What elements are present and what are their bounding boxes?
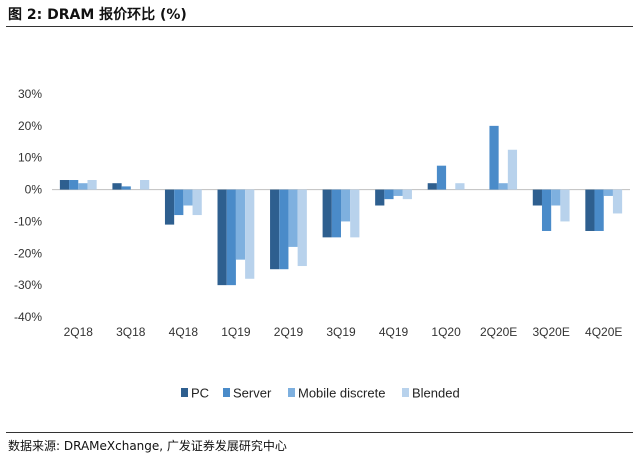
bar <box>164 189 175 225</box>
x-tick-label: 3Q18 <box>116 325 146 339</box>
series-mobile-discrete <box>78 183 613 260</box>
bar <box>192 189 202 216</box>
bar <box>594 189 604 231</box>
bar <box>498 183 508 190</box>
bar <box>226 189 236 286</box>
bar <box>270 189 280 270</box>
source-divider <box>6 432 633 433</box>
x-axis: 2Q18 3Q18 4Q18 1Q19 2Q19 3Q19 4Q19 1Q20 2Q20E 3Q2… <box>52 189 630 339</box>
x-tick-label: 1Q19 <box>221 325 251 339</box>
bar <box>532 189 542 206</box>
legend-swatch <box>288 388 295 397</box>
bar <box>612 189 623 214</box>
bar <box>331 189 341 238</box>
legend-swatch <box>402 388 409 397</box>
bar <box>183 189 193 206</box>
bar <box>245 189 255 279</box>
bar <box>121 186 131 190</box>
bar <box>384 189 394 200</box>
bar <box>427 183 437 190</box>
bar <box>585 189 595 231</box>
legend-label: PC <box>191 386 209 401</box>
bar <box>341 189 351 222</box>
series-server <box>69 125 604 286</box>
dram-price-qoq-chart: -40% -30% -20% -10% 0% 10% 20% 30% 2Q18 3Q18 4Q18… <box>14 87 630 401</box>
y-tick-label: 10% <box>18 151 42 165</box>
x-tick-label: 1Q20 <box>431 325 461 339</box>
x-tick-label: 2Q18 <box>64 325 94 339</box>
legend: PC Server Mobile discrete Blended <box>181 386 460 401</box>
bar <box>489 125 499 190</box>
bar <box>279 189 289 270</box>
legend-label: Blended <box>412 386 460 401</box>
bar <box>603 189 613 196</box>
y-tick-label: -10% <box>14 214 42 228</box>
bar <box>402 189 412 200</box>
title-divider <box>6 26 633 27</box>
legend-item-server: Server <box>223 386 272 401</box>
source-note: 数据来源: DRAMeXchange, 广发证券发展研究中心 <box>8 439 287 453</box>
bar-series <box>59 125 623 286</box>
x-tick-label: 4Q18 <box>169 325 199 339</box>
bar <box>350 189 360 238</box>
legend-swatch <box>181 388 188 397</box>
legend-item-pc: PC <box>181 386 209 401</box>
x-tick-label: 4Q19 <box>379 325 409 339</box>
x-tick-label: 2Q19 <box>274 325 304 339</box>
y-tick-label: 20% <box>18 119 42 133</box>
bar <box>551 189 561 206</box>
bar <box>297 189 307 267</box>
bar <box>59 180 70 190</box>
bar <box>560 189 570 222</box>
bar <box>436 165 447 190</box>
legend-item-mobile-discrete: Mobile discrete <box>288 386 385 401</box>
bar <box>455 183 465 190</box>
y-tick-label: -30% <box>14 278 42 292</box>
bar <box>87 180 97 190</box>
y-tick-label: -40% <box>14 310 42 324</box>
x-tick-label: 4Q20E <box>585 325 622 339</box>
bar <box>235 189 246 260</box>
bar <box>217 189 227 286</box>
bar <box>393 189 403 196</box>
legend-label: Mobile discrete <box>298 386 385 401</box>
legend-swatch <box>223 388 230 397</box>
bar <box>78 183 88 190</box>
bar <box>69 180 79 190</box>
figure-title: 图 2: DRAM 报价环比 (%) <box>8 7 187 23</box>
x-tick-label: 2Q20E <box>480 325 517 339</box>
bar <box>507 149 518 190</box>
bar <box>541 189 552 231</box>
y-tick-label: 0% <box>25 183 43 197</box>
legend-item-blended: Blended <box>402 386 460 401</box>
series-blended <box>87 149 623 279</box>
bar <box>322 189 332 238</box>
x-tick-label: 3Q20E <box>533 325 570 339</box>
y-tick-label: -20% <box>14 246 42 260</box>
bar <box>288 189 298 247</box>
bar <box>112 183 122 190</box>
bar <box>375 189 385 206</box>
y-tick-label: 30% <box>18 87 42 101</box>
legend-label: Server <box>233 386 272 401</box>
bar <box>140 180 150 190</box>
bar <box>174 189 184 216</box>
y-axis: -40% -30% -20% -10% 0% 10% 20% 30% <box>14 87 42 324</box>
x-tick-label: 3Q19 <box>326 325 356 339</box>
series-pc <box>59 180 595 286</box>
